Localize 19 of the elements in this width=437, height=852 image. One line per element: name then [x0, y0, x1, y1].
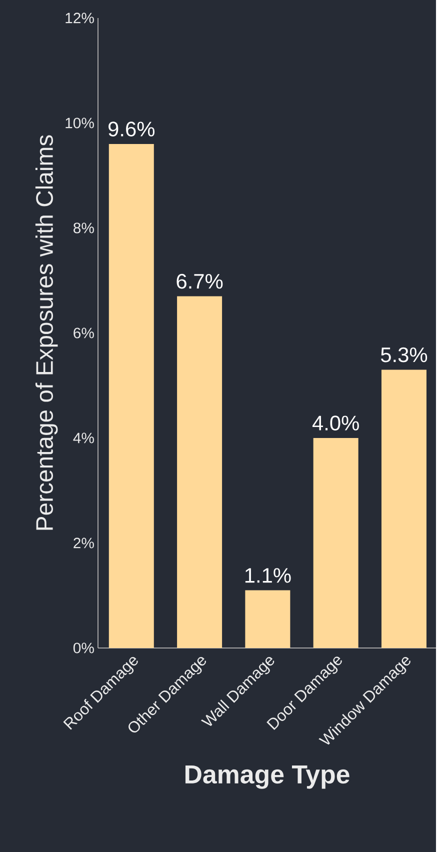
data-label: 1.1% — [246, 568, 292, 583]
y-axis-title: Percentage of Exposures with Claims — [36, 135, 58, 530]
y-tick-label: 10% — [66, 118, 94, 128]
data-label: 5.3% — [381, 347, 428, 362]
bar — [245, 590, 290, 648]
bar — [177, 296, 222, 648]
y-tick-label: 6% — [74, 328, 94, 338]
y-tick-label: 0% — [74, 642, 94, 654]
bar — [314, 438, 359, 648]
y-tick-label: 4% — [73, 432, 94, 444]
x-axis-title: Damage Type — [186, 766, 350, 789]
data-label: 4.0% — [312, 416, 360, 430]
data-label: 6.7% — [177, 274, 223, 289]
data-label: 9.6% — [108, 122, 155, 136]
bar — [382, 370, 427, 648]
y-tick-label: 8% — [74, 222, 94, 234]
y-tick-label: 2% — [74, 538, 94, 548]
bar — [109, 144, 154, 648]
y-tick-label: 12% — [66, 12, 94, 24]
